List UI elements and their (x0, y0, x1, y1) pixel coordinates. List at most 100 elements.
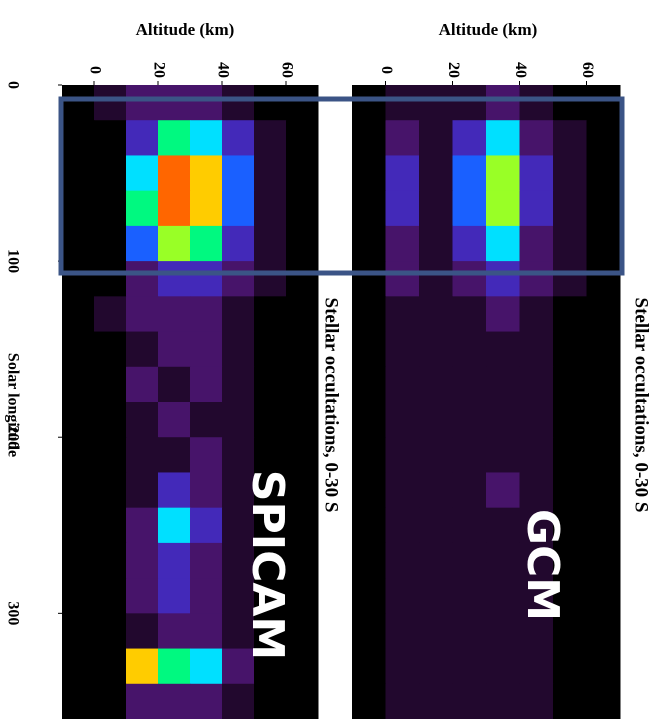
heatmap-cell (126, 261, 159, 297)
heatmap-cell (126, 507, 159, 544)
heatmap-cell (419, 507, 453, 544)
heatmap-cell (553, 190, 587, 227)
heatmap-cell (94, 331, 127, 368)
heatmap-cell (519, 402, 554, 438)
heatmap-cell (286, 542, 319, 579)
heatmap-cell (62, 261, 95, 297)
heatmap-cell (126, 225, 159, 262)
x-axis-title: Altitude (km) (439, 20, 538, 39)
heatmap-cell (62, 120, 95, 156)
heatmap-cell (352, 85, 386, 121)
heatmap-cell (419, 542, 453, 579)
heatmap-cell (385, 85, 420, 121)
heatmap-cell (486, 578, 520, 614)
heatmap-cell (486, 648, 520, 685)
heatmap-cell (94, 85, 127, 121)
heatmap-cell (286, 225, 319, 262)
heatmap-cell (519, 578, 554, 614)
heatmap-cell (94, 190, 127, 227)
heatmap-cell (452, 85, 487, 121)
heatmap-cell (419, 155, 453, 192)
heatmap-cell (419, 472, 453, 509)
heatmap-cell (190, 190, 223, 227)
heatmap-cell (486, 366, 520, 403)
heatmap-cell (553, 542, 587, 579)
heatmap-cell (94, 155, 127, 192)
heatmap-cell (126, 296, 159, 333)
panel-label: GCM (517, 509, 568, 621)
heatmap-cell (222, 85, 255, 121)
heatmap-cell (286, 296, 319, 333)
x-tick-label: 40 (512, 62, 529, 78)
heatmap-cell (286, 366, 319, 403)
heatmap-cell (158, 296, 191, 333)
heatmap-cell (586, 683, 621, 719)
heatmap-cell (385, 225, 420, 262)
heatmap-cell (385, 120, 420, 156)
heatmap-cell (158, 683, 191, 719)
heatmap-cell (385, 190, 420, 227)
heatmap-cell (222, 366, 255, 403)
heatmap-cell (222, 190, 255, 227)
heatmap-cell (222, 331, 255, 368)
heatmap-cell (586, 578, 621, 614)
heatmap-cell (519, 648, 554, 685)
heatmap-cell (190, 155, 223, 192)
heatmap-cell (254, 437, 287, 473)
heatmap-cell (126, 578, 159, 614)
y-axis-title: Solar longitude (4, 353, 21, 457)
heatmap-cell (519, 507, 554, 544)
heatmap-cell (158, 190, 191, 227)
heatmap-cell (222, 225, 255, 262)
heatmap-cell (419, 402, 453, 438)
heatmap-cell (553, 155, 587, 192)
heatmap-cell (126, 613, 159, 650)
heatmap-cell (62, 578, 95, 614)
x-tick-label: 20 (150, 62, 167, 78)
heatmap-cell (352, 331, 386, 368)
heatmap-cell (419, 683, 453, 719)
heatmap-cell (62, 85, 95, 121)
heatmap-cell (486, 542, 520, 579)
heatmap-cell (586, 261, 621, 297)
heatmap-cell (352, 542, 386, 579)
heatmap-cell (62, 613, 95, 650)
heatmap-cell (222, 472, 255, 509)
heatmap-cell (62, 366, 95, 403)
heatmap-cell (586, 366, 621, 403)
heatmap-cell (452, 120, 487, 156)
heatmap-cell (222, 120, 255, 156)
heatmap-cell (586, 648, 621, 685)
heatmap-cell (452, 366, 487, 403)
heatmap-cell (486, 331, 520, 368)
heatmap-cell (486, 437, 520, 473)
heatmap-cell (553, 648, 587, 685)
heatmap-cell (286, 190, 319, 227)
heatmap-cell (254, 155, 287, 192)
heatmap-cell (254, 190, 287, 227)
heatmap-cell (385, 683, 420, 719)
heatmap-cell (452, 155, 487, 192)
heatmap-cell (519, 190, 554, 227)
heatmap-cell (553, 331, 587, 368)
heatmap-cell (352, 296, 386, 333)
heatmap-cell (126, 648, 159, 685)
heatmap-cell (222, 578, 255, 614)
heatmap-cell (94, 261, 127, 297)
heatmap-cell (222, 683, 255, 719)
heatmap-cell (519, 366, 554, 403)
heatmap-cell (419, 120, 453, 156)
heatmap-cell (352, 190, 386, 227)
heatmap-cell (158, 507, 191, 544)
heatmap-cell (190, 402, 223, 438)
heatmap-cell (254, 402, 287, 438)
heatmap-cell (126, 683, 159, 719)
heatmap-cell (222, 261, 255, 297)
heatmap-cell (553, 225, 587, 262)
heatmap-cell (352, 472, 386, 509)
heatmap-cell (254, 578, 287, 614)
heatmap-cell (452, 331, 487, 368)
heatmap-cell (62, 542, 95, 579)
heatmap-cell (190, 437, 223, 473)
heatmap-cell (419, 366, 453, 403)
